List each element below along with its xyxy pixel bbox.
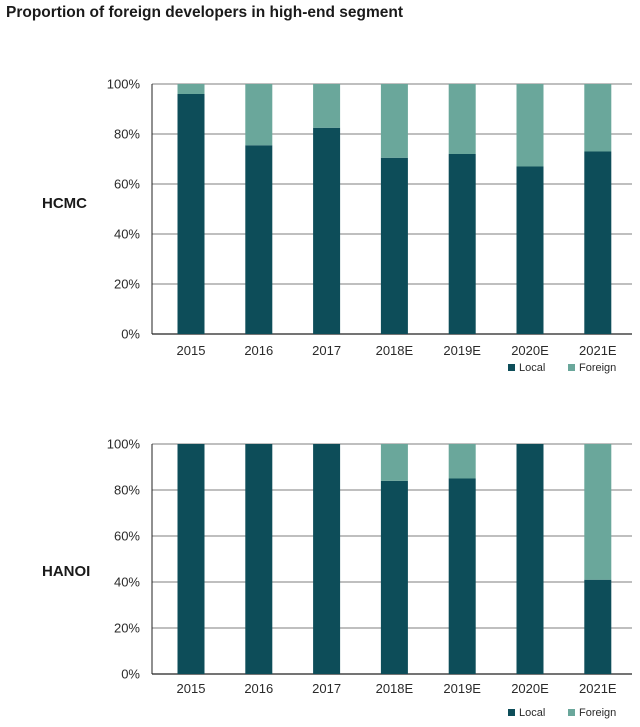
hcmc-y-tick-label: 60% [114,177,140,192]
hanoi-x-tick-label: 2019E [443,681,481,696]
hcmc-bar-local [448,154,476,334]
hcmc-bar-foreign [448,84,476,154]
hcmc-legend-swatch-local [508,364,515,371]
hcmc-bar-local [380,157,408,334]
region-label-hanoi: HANOI [42,563,91,580]
hcmc-y-tick-label: 0% [121,327,140,342]
hcmc-y-tick-label: 100% [107,77,141,92]
hanoi-x-tick-label: 2020E [511,681,549,696]
hanoi-legend-label-foreign: Foreign [579,707,616,719]
hcmc-x-tick-label: 2017 [312,343,341,358]
hcmc-bar-foreign [516,84,544,167]
hanoi-legend-swatch-local [508,709,515,716]
hcmc-x-tick-label: 2016 [244,343,273,358]
hcmc-legend-swatch-foreign [568,364,575,371]
hcmc-x-tick-label: 2015 [177,343,206,358]
hcmc-bar-local [516,166,544,334]
hanoi-bar-local [313,444,341,674]
hcmc-bar-foreign [313,84,341,128]
hanoi-bar-local [584,579,612,674]
hanoi-bar-local [177,444,205,674]
hcmc-x-tick-label: 2018E [376,343,414,358]
region-label-hcmc: HCMC [42,195,87,212]
hcmc-bar-foreign [245,84,273,146]
hcmc-bar-local [313,127,341,334]
hanoi-x-tick-label: 2018E [376,681,414,696]
hanoi-legend-label-local: Local [519,707,545,719]
hanoi-x-tick-label: 2015 [177,681,206,696]
hanoi-bar-local [448,478,476,674]
hcmc-bar-local [245,145,273,334]
hanoi-bar-local [516,444,544,674]
chart-title: Proportion of foreign developers in high… [6,4,403,21]
hcmc-legend-label-local: Local [519,362,545,374]
hanoi-bar-foreign [380,444,408,481]
hcmc-y-tick-label: 40% [114,227,140,242]
hanoi-y-tick-label: 80% [114,483,140,498]
hanoi-y-tick-label: 0% [121,667,140,682]
hcmc-bar-local [584,151,612,334]
hcmc-x-tick-label: 2019E [443,343,481,358]
hanoi-legend-swatch-foreign [568,709,575,716]
hcmc-legend-label-foreign: Foreign [579,362,616,374]
hanoi-x-tick-label: 2017 [312,681,341,696]
hcmc-bar-foreign [584,84,612,152]
hcmc-bar-foreign [380,84,408,158]
hcmc-bar-foreign [177,84,205,94]
hanoi-bar-foreign [584,444,612,580]
hcmc-x-tick-label: 2021E [579,343,617,358]
hanoi-bar-foreign [448,444,476,479]
hanoi-y-tick-label: 20% [114,621,140,636]
hcmc-y-tick-label: 20% [114,277,140,292]
hcmc-bar-local [177,94,205,334]
hanoi-x-tick-label: 2016 [244,681,273,696]
hcmc-x-tick-label: 2020E [511,343,549,358]
hcmc-y-tick-label: 80% [114,127,140,142]
hanoi-bar-local [380,480,408,674]
hanoi-x-tick-label: 2021E [579,681,617,696]
hanoi-bar-local [245,444,273,674]
hanoi-y-tick-label: 40% [114,575,140,590]
hanoi-y-tick-label: 60% [114,529,140,544]
hanoi-y-tick-label: 100% [107,437,141,452]
